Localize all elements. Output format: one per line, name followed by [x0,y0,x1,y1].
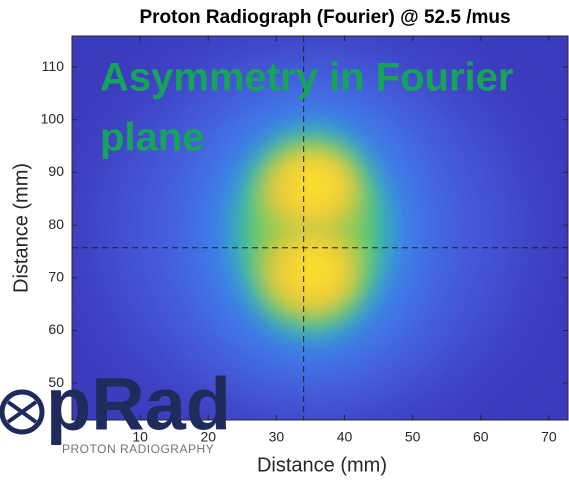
chart-title: Proton Radiograph (Fourier) @ 52.5 /mus [139,7,510,28]
x-tick-label: 60 [473,429,489,445]
chart: Proton Radiograph (Fourier) @ 52.5 /mus … [0,0,569,481]
y-axis-label: Distance (mm) [10,163,32,293]
x-axis-label: Distance (mm) [257,454,387,476]
annotation: plane [100,116,204,160]
logo: pRad PROTON RADIOGRAPHY [2,363,231,457]
logo-subtitle: PROTON RADIOGRAPHY [62,442,214,456]
y-tick-label: 90 [48,163,64,179]
y-tick-label: 70 [48,268,64,284]
annotation: Asymmetry in Fourier [100,56,513,100]
y-tick-label: 60 [48,321,64,337]
logo-name: pRad [46,363,231,446]
y-tick-label: 100 [41,110,65,126]
x-tick-label: 30 [269,429,285,445]
x-tick-label: 50 [405,429,421,445]
x-tick-label: 40 [337,429,353,445]
y-tick-label: 80 [48,216,64,232]
y-tick-label: 110 [42,58,65,74]
x-tick-label: 70 [541,429,557,445]
logo-icon [8,402,36,422]
